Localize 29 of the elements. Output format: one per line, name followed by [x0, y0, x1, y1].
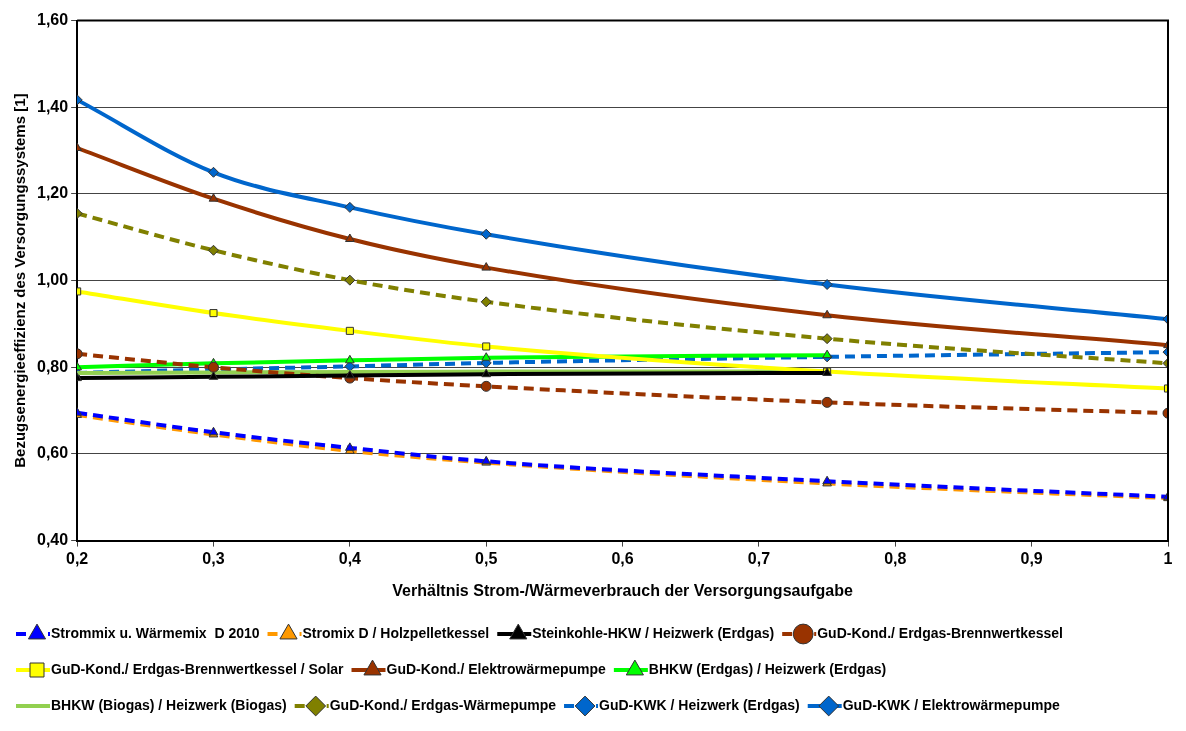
- x-tick-label: 1: [1163, 549, 1173, 567]
- x-axis-title: Verhältnis Strom-/Wärmeverbrauch der Versorgungsaufgabe: [392, 581, 853, 599]
- legend-label: GuD-Kond./ Erdgas-Brennwertkessel / Solar: [51, 660, 345, 677]
- y-tick-label: 1,00: [37, 271, 69, 289]
- y-tick-label: 0,60: [37, 444, 69, 462]
- y-tick-label: 0,80: [37, 357, 69, 375]
- x-tick-label: 0,6: [611, 549, 634, 567]
- legend-label: Strommix u. Wärmemix D 2010: [51, 624, 260, 641]
- y-axis-title: Bezugsenergieeffizienz des Versorgungssystems [1]: [11, 93, 29, 468]
- x-tick-label: 0,7: [747, 549, 771, 567]
- legend-label: Steinkohle-HKW / Heizwerk (Erdgas): [532, 624, 775, 641]
- x-tick-label: 0,4: [338, 549, 362, 567]
- legend-label: GuD-KWK / Elektrowärmepumpe: [842, 696, 1060, 713]
- y-tick-label: 1,20: [37, 184, 69, 202]
- legend-label: GuD-Kond./ Elektrowärmepumpe: [386, 660, 607, 677]
- legend-label: GuD-Kond./ Erdgas-Brennwertkessel: [817, 624, 1064, 641]
- y-tick-label: 1,40: [37, 97, 69, 115]
- legend-label: BHKW (Erdgas) / Heizwerk (Erdgas): [648, 660, 887, 677]
- legend-label: GuD-Kond./ Erdgas-Wärmepumpe: [329, 696, 557, 713]
- legend-label: GuD-KWK / Heizwerk (Erdgas): [599, 696, 800, 713]
- x-tick-label: 0,5: [475, 549, 498, 567]
- legend-label: BHKW (Biogas) / Heizwerk (Biogas): [51, 696, 287, 713]
- y-tick-label: 0,40: [37, 531, 69, 549]
- x-tick-label: 0,3: [202, 549, 225, 567]
- x-tick-label: 0,2: [66, 549, 89, 567]
- x-tick-label: 0,8: [884, 549, 907, 567]
- legend-label: Stromix D / Holzpelletkessel: [302, 624, 490, 641]
- y-tick-label: 1,60: [37, 11, 69, 29]
- x-tick-label: 0,9: [1020, 549, 1043, 567]
